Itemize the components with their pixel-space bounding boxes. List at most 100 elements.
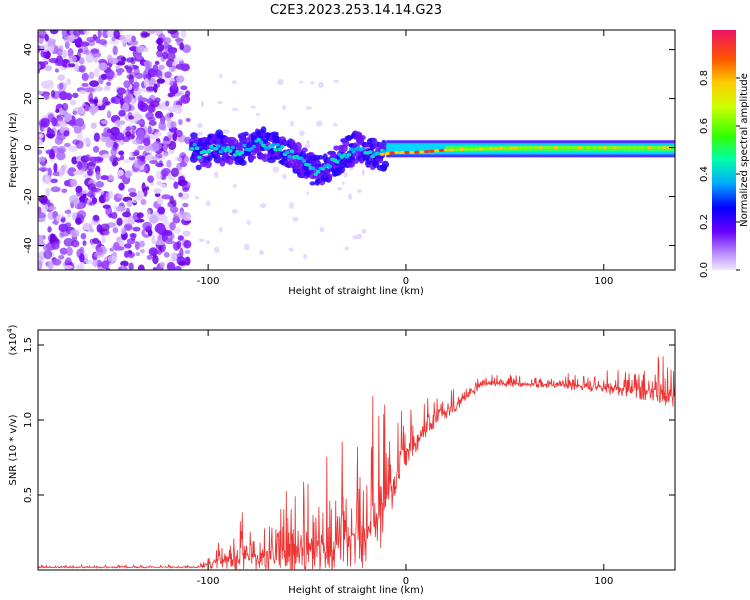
noise-blob — [76, 51, 81, 60]
noise-blob — [250, 105, 256, 109]
noise-blob — [168, 48, 177, 54]
noise-blob — [259, 203, 267, 209]
noise-blob — [162, 144, 168, 152]
noise-blob — [197, 122, 203, 129]
noise-blob — [47, 126, 52, 134]
noise-blob — [79, 122, 86, 130]
noise-blob — [52, 258, 62, 266]
signal-peak — [518, 146, 524, 150]
noise-blob — [150, 142, 160, 153]
svg-text:(x104): (x104) — [6, 324, 19, 355]
colorbar-ticks: 0.0 0.2 0.4 0.6 0.8 — [699, 70, 740, 278]
noise-blob — [57, 145, 67, 154]
noise-blob — [163, 37, 172, 45]
signal-peak — [572, 145, 578, 150]
noise-blob — [179, 42, 184, 51]
noise-blob — [83, 30, 90, 36]
noise-blob — [156, 197, 164, 205]
signal-peak — [508, 146, 514, 150]
signal-peak — [557, 145, 563, 150]
noise-blob — [110, 212, 118, 219]
noise-blob — [155, 222, 166, 233]
noise-blob — [123, 80, 131, 89]
noise-blob — [316, 120, 323, 127]
noise-blob — [85, 259, 93, 264]
noise-blob — [118, 150, 125, 156]
noise-blob — [158, 214, 168, 222]
signal-peak — [463, 147, 469, 151]
signal-core — [216, 144, 221, 148]
noise-blob — [41, 203, 49, 213]
noise-blob — [132, 226, 141, 232]
signal-band — [260, 126, 267, 134]
noise-blob — [352, 234, 359, 240]
noise-blob — [156, 40, 163, 45]
noise-blob — [106, 128, 112, 134]
noise-blob — [175, 129, 183, 138]
noise-blob — [86, 161, 96, 171]
noise-blob — [58, 91, 69, 101]
signal-peak — [429, 149, 435, 153]
noise-blob — [142, 221, 153, 231]
noise-blob — [133, 67, 140, 76]
noise-blob — [78, 90, 86, 95]
noise-blob — [67, 93, 73, 101]
noise-blob — [78, 57, 85, 65]
signal-peak — [661, 145, 667, 150]
noise-blob — [111, 161, 119, 166]
noise-blob — [145, 186, 150, 191]
noise-blob — [64, 209, 72, 215]
noise-blob — [106, 81, 112, 87]
y-tick-label: -40 — [23, 237, 34, 253]
noise-blob — [105, 206, 113, 217]
noise-blob — [139, 240, 145, 248]
noise-blob — [292, 216, 299, 222]
noise-blob — [152, 156, 160, 161]
y-tick-label: 20 — [23, 92, 34, 105]
noise-blob — [43, 93, 50, 100]
colorbar-tick-label: 0.2 — [699, 214, 710, 230]
noise-blob — [38, 137, 44, 146]
signal-band — [342, 139, 350, 147]
noise-blob — [58, 254, 65, 260]
colorbar-tick-label: 0.8 — [699, 70, 710, 86]
signal-peak — [527, 145, 534, 150]
noise-blob — [304, 143, 311, 148]
noise-blob — [101, 260, 110, 270]
noise-blob — [173, 241, 180, 251]
noise-blob — [154, 60, 160, 65]
noise-blob — [135, 251, 141, 257]
signal-peak — [399, 150, 405, 155]
noise-blob — [159, 242, 166, 253]
noise-blob — [118, 182, 125, 191]
noise-blob — [135, 190, 145, 201]
signal-core — [311, 166, 316, 171]
noise-blob — [55, 215, 62, 222]
snr-multiplier-exp: 4 — [6, 328, 14, 333]
signal-peak — [537, 145, 544, 150]
noise-blob — [282, 173, 287, 180]
noise-blob — [73, 170, 81, 176]
noise-blob — [137, 145, 144, 151]
signal-peak — [617, 145, 623, 150]
noise-blob — [70, 178, 78, 187]
noise-blob — [180, 63, 190, 72]
noise-blob — [231, 208, 239, 214]
noise-blob — [38, 149, 43, 155]
signal-peak — [488, 146, 494, 151]
noise-blob — [38, 133, 44, 139]
noise-blob — [206, 240, 210, 245]
noise-blob — [184, 155, 190, 164]
noise-blob — [38, 217, 46, 223]
signal-core — [306, 163, 311, 167]
signal-core — [299, 156, 304, 161]
noise-blob — [176, 36, 181, 46]
signal-band — [195, 164, 202, 171]
noise-blob — [172, 131, 178, 142]
noise-blob — [155, 239, 166, 246]
noise-blob — [341, 181, 345, 186]
noise-blob — [272, 166, 280, 173]
noise-blob — [95, 86, 103, 92]
noise-blob — [143, 47, 149, 53]
noise-blob — [44, 65, 53, 72]
